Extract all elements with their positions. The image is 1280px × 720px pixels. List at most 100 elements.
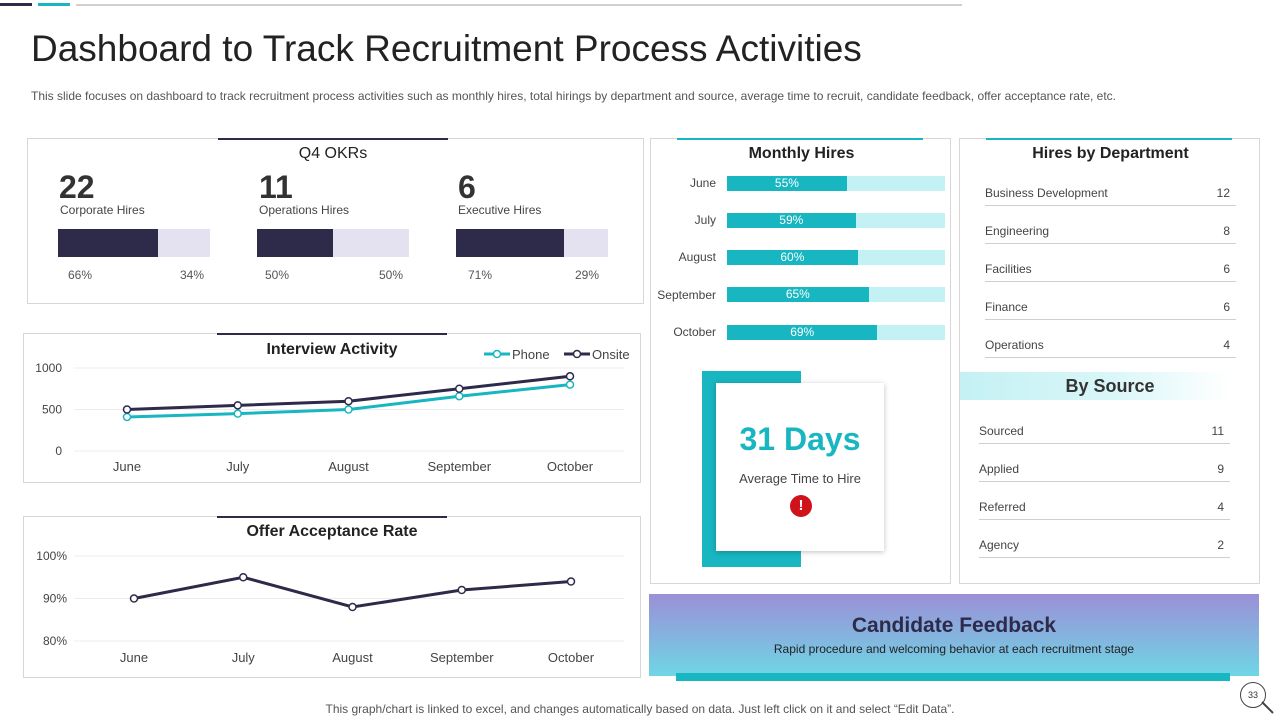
y-tick-label: 1000 — [35, 361, 62, 375]
x-tick-label: August — [328, 459, 369, 474]
legend-marker — [572, 349, 582, 359]
department-count: 6 — [1223, 262, 1230, 276]
interview-activity-panel: Interview Activity 0 500 1000 June July August… — [23, 333, 641, 483]
data-point — [129, 594, 139, 603]
page-subtitle: This slide focuses on dashboard to track… — [31, 89, 1116, 103]
department-title-accent — [986, 138, 1232, 140]
y-tick-label: 100% — [36, 549, 67, 563]
interview-title-accent — [217, 333, 447, 335]
department-count: 12 — [1216, 186, 1230, 200]
monthly-hires-bar-september: 65% — [727, 287, 945, 302]
source-count: 11 — [1211, 424, 1224, 438]
department-name: Operations — [985, 338, 1044, 352]
data-point — [344, 396, 353, 406]
data-point — [233, 401, 242, 410]
legend-label: Phone — [512, 347, 550, 362]
by-source-title: By Source — [1065, 376, 1155, 396]
monthly-hires-label-august: August — [678, 250, 716, 264]
okr-value-corporate: 22 — [59, 169, 95, 205]
monthly-hires-fill-august: 60% — [727, 250, 858, 265]
data-point — [455, 391, 464, 401]
department-row-engineering: Engineering 8 — [985, 220, 1236, 244]
source-name: Applied — [979, 462, 1020, 476]
time-to-hire-value: 31 Days — [739, 421, 861, 457]
department-name: Business Development — [985, 186, 1108, 200]
monthly-hires-bar-august: 60% — [727, 250, 945, 265]
data-point — [344, 405, 353, 414]
monthly-hires-bar-july: 59% — [727, 213, 945, 228]
source-count: 9 — [1217, 462, 1224, 476]
candidate-feedback-banner: Candidate Feedback Rapid procedure and w… — [649, 594, 1259, 676]
okr-value-operations: 11 — [259, 169, 293, 205]
monthly-hires-fill-june: 55% — [727, 176, 847, 191]
monthly-hires-fill-july: 59% — [727, 213, 856, 228]
x-tick-label: September — [427, 459, 491, 474]
source-name: Sourced — [979, 424, 1024, 438]
monthly-hires-label-september: September — [657, 288, 716, 302]
monthly-hires-fill-september: 65% — [727, 287, 869, 302]
okr-pct-remaining-operations: 50% — [379, 268, 404, 282]
top-accent-bar-dark — [0, 3, 32, 6]
source-row-applied: Applied 9 — [979, 458, 1230, 482]
okr-panel: Q4 OKRs 22 Corporate Hires 66% 34% 11 Op… — [27, 138, 644, 304]
legend-marker — [492, 349, 502, 359]
source-name: Agency — [979, 538, 1020, 552]
okr-label-operations: Operations Hires — [259, 203, 350, 217]
source-count: 2 — [1217, 538, 1224, 552]
data-point — [122, 405, 132, 414]
x-tick-label: July — [226, 459, 250, 474]
x-tick-label: September — [430, 650, 494, 665]
okr-pct-filled-corporate: 66% — [68, 268, 93, 282]
okr-pct-remaining-corporate: 34% — [180, 268, 205, 282]
department-name: Engineering — [985, 224, 1050, 238]
offer-acceptance-panel: Offer Acceptance Rate 80% 90% 100% June July A… — [23, 516, 641, 678]
department-count: 6 — [1223, 300, 1230, 314]
monthly-hires-label-june: June — [689, 176, 716, 190]
x-tick-label: June — [120, 650, 148, 665]
data-point — [233, 409, 242, 418]
department-count: 4 — [1223, 338, 1230, 352]
monthly-hires-bar-june: 55% — [727, 176, 945, 191]
monthly-hires-label-july: July — [694, 213, 716, 227]
offer-acceptance-chart: Offer Acceptance Rate 80% 90% 100% June July A… — [36, 523, 624, 665]
monthly-hires-fill-october: 69% — [727, 325, 878, 340]
source-count: 4 — [1217, 500, 1224, 514]
data-point — [565, 372, 575, 381]
okr-bar-corporate — [58, 229, 210, 257]
monthly-hires-title: Monthly Hires — [748, 145, 855, 162]
footer-note: This graph/chart is linked to excel, and… — [325, 702, 955, 716]
department-row-finance: Finance 6 — [985, 296, 1236, 320]
series-line-offer-acceptance-rate — [133, 575, 572, 609]
chart-title: Interview Activity — [266, 341, 397, 358]
monthly-hires-title-accent — [677, 138, 923, 140]
okr-bar-executive — [456, 229, 608, 257]
department-row-facilities: Facilities 6 — [985, 258, 1236, 282]
x-tick-label: June — [113, 459, 141, 474]
okr-pct-remaining-executive: 29% — [575, 268, 600, 282]
okr-value-executive: 6 — [458, 169, 476, 205]
x-tick-label: October — [548, 650, 595, 665]
source-row-agency: Agency 2 — [979, 534, 1230, 558]
okr-title: Q4 OKRs — [298, 145, 368, 162]
x-tick-label: July — [232, 650, 256, 665]
okr-label-corporate: Corporate Hires — [60, 203, 145, 217]
hires-by-department-title: Hires by Department — [1032, 145, 1189, 162]
by-source-header: By Source — [960, 372, 1230, 400]
y-tick-label: 80% — [43, 634, 67, 648]
data-point — [457, 585, 466, 595]
monthly-hires-bar-october: 69% — [727, 325, 945, 340]
y-tick-label: 500 — [42, 403, 62, 417]
okr-bar-fill-corporate — [58, 229, 159, 257]
interview-activity-chart: Interview Activity 0 500 1000 June July August… — [35, 341, 630, 474]
candidate-feedback-text: Rapid procedure and welcoming behavior a… — [773, 642, 1135, 656]
department-row-business-development: Business Development 12 — [985, 182, 1236, 206]
okr-label-executive: Executive Hires — [458, 203, 542, 217]
source-name: Referred — [979, 500, 1026, 514]
legend-label: Onsite — [592, 347, 630, 362]
monthly-hires-label-october: October — [673, 325, 716, 339]
okr-bar-operations — [257, 229, 409, 257]
source-row-sourced: Sourced 11 — [979, 420, 1230, 444]
page-number: 33 — [1240, 682, 1266, 708]
hires-by-department-panel: Hires by Department Business Development… — [959, 138, 1260, 584]
okr-title-accent — [218, 138, 448, 140]
